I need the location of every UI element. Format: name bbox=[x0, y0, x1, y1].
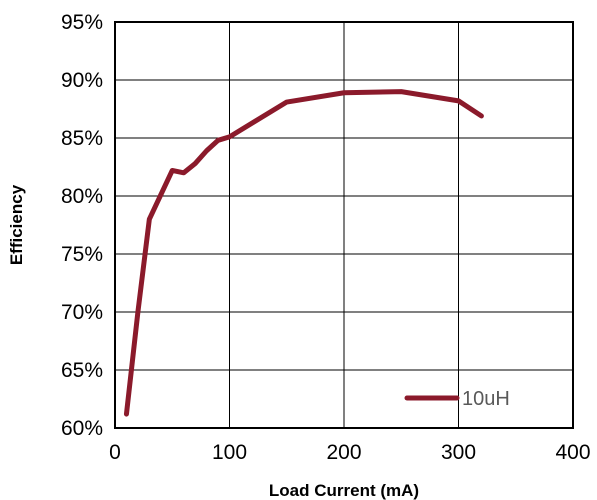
x-tick-label: 400 bbox=[555, 441, 590, 464]
y-tick-label: 65% bbox=[61, 359, 103, 382]
legend: 10uH bbox=[404, 388, 510, 410]
x-tick-labels: 0 100 200 300 400 bbox=[109, 441, 590, 464]
y-tick-label: 70% bbox=[61, 301, 103, 324]
y-tick-label: 60% bbox=[61, 417, 103, 440]
y-tick-label: 80% bbox=[61, 185, 103, 208]
series-layer bbox=[123, 89, 484, 417]
grid-lines bbox=[115, 22, 573, 428]
y-tick-label: 95% bbox=[61, 11, 103, 34]
x-tick-label: 300 bbox=[441, 441, 476, 464]
x-tick-label: 0 bbox=[109, 441, 121, 464]
x-tick-label: 200 bbox=[326, 441, 361, 464]
x-tick-label: 100 bbox=[212, 441, 247, 464]
plot-frame bbox=[114, 21, 574, 429]
y-tick-label: 90% bbox=[61, 69, 103, 92]
legend-label-10uH: 10uH bbox=[462, 388, 510, 410]
y-tick-label: 85% bbox=[61, 127, 103, 150]
x-axis-label: Load Current (mA) bbox=[269, 481, 419, 500]
y-tick-labels: 60% 65% 70% 75% 80% 85% 90% 95% bbox=[61, 11, 103, 440]
y-tick-label: 75% bbox=[61, 243, 103, 266]
y-axis-label: Efficiency bbox=[7, 184, 26, 265]
series-line-10uH bbox=[123, 89, 484, 417]
